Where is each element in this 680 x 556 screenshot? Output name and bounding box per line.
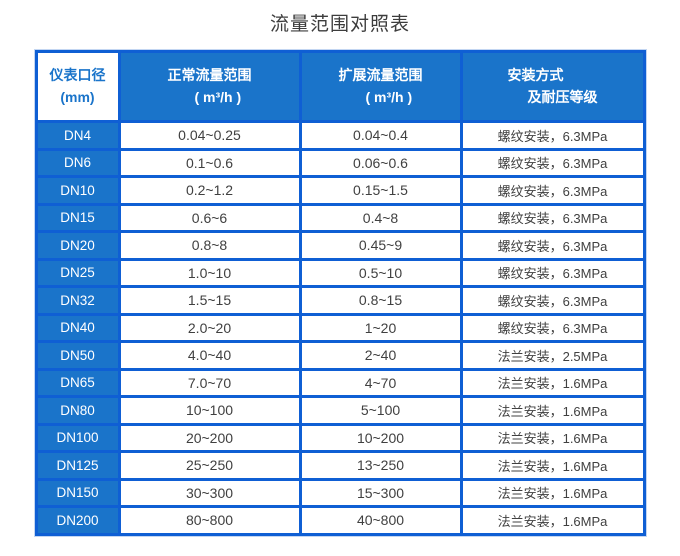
header-cell-normal-flow-range: 正常流量范围 ( m³/h ): [120, 53, 299, 120]
table-row: DN100 20~200 10~200 法兰安装，1.6MPa: [37, 425, 643, 450]
cell-installation: 法兰安装，1.6MPa: [462, 398, 643, 423]
cell-extended-range: 0.06~0.6: [301, 150, 460, 175]
cell-diameter: DN200: [37, 508, 118, 533]
cell-extended-range: 0.04~0.4: [301, 123, 460, 148]
cell-normal-range: 4.0~40: [120, 343, 299, 368]
table-row: DN50 4.0~40 2~40 法兰安装，2.5MPa: [37, 343, 643, 368]
cell-extended-range: 0.5~10: [301, 260, 460, 285]
table-row: DN4 0.04~0.25 0.04~0.4 螺纹安装，6.3MPa: [37, 123, 643, 148]
cell-normal-range: 0.6~6: [120, 205, 299, 230]
cell-extended-range: 0.4~8: [301, 205, 460, 230]
cell-normal-range: 1.5~15: [120, 288, 299, 313]
cell-diameter: DN80: [37, 398, 118, 423]
page-title: 流量范围对照表: [269, 14, 410, 35]
flow-range-table: 仪表口径 (mm) 正常流量范围 ( m³/h ) 扩展流量范围 ( m³/h …: [34, 50, 646, 536]
cell-installation: 螺纹安装，6.3MPa: [462, 205, 643, 230]
cell-normal-range: 1.0~10: [120, 260, 299, 285]
cell-diameter: DN15: [37, 205, 118, 230]
table-row: DN40 2.0~20 1~20 螺纹安装，6.3MPa: [37, 315, 643, 340]
cell-extended-range: 0.8~15: [301, 288, 460, 313]
table-row: DN25 1.0~10 0.5~10 螺纹安装，6.3MPa: [37, 260, 643, 285]
cell-extended-range: 10~200: [301, 425, 460, 450]
table-row: DN65 7.0~70 4~70 法兰安装，1.6MPa: [37, 370, 643, 395]
cell-installation: 螺纹安装，6.3MPa: [462, 123, 643, 148]
cell-installation: 法兰安装，2.5MPa: [462, 343, 643, 368]
table-row: DN6 0.1~0.6 0.06~0.6 螺纹安装，6.3MPa: [37, 150, 643, 175]
header-unit: ( m³/h ): [365, 88, 413, 105]
table-row: DN20 0.8~8 0.45~9 螺纹安装，6.3MPa: [37, 233, 643, 258]
cell-diameter: DN40: [37, 315, 118, 340]
cell-installation: 螺纹安装，6.3MPa: [462, 150, 643, 175]
page: 流量范围对照表 仪表口径 (mm) 正常流量范围 ( m³/h ) 扩展流量范围…: [0, 9, 680, 536]
cell-normal-range: 7.0~70: [120, 370, 299, 395]
cell-extended-range: 40~800: [301, 508, 460, 533]
cell-diameter: DN150: [37, 480, 118, 505]
cell-normal-range: 20~200: [120, 425, 299, 450]
cell-extended-range: 1~20: [301, 315, 460, 340]
header-unit: (mm): [60, 88, 95, 105]
cell-normal-range: 10~100: [120, 398, 299, 423]
table-row: DN15 0.6~6 0.4~8 螺纹安装，6.3MPa: [37, 205, 643, 230]
cell-diameter: DN20: [37, 233, 118, 258]
header-cell-installation-pressure: 安装方式 及耐压等级: [462, 53, 643, 120]
cell-normal-range: 25~250: [120, 453, 299, 478]
cell-extended-range: 0.15~1.5: [301, 178, 460, 203]
cell-installation: 螺纹安装，6.3MPa: [462, 288, 643, 313]
cell-installation: 法兰安装，1.6MPa: [462, 480, 643, 505]
table-row: DN10 0.2~1.2 0.15~1.5 螺纹安装，6.3MPa: [37, 178, 643, 203]
cell-installation: 螺纹安装，6.3MPa: [462, 260, 643, 285]
cell-installation: 螺纹安装，6.3MPa: [462, 233, 643, 258]
cell-diameter: DN25: [37, 260, 118, 285]
cell-installation: 法兰安装，1.6MPa: [462, 425, 643, 450]
header-label: 安装方式: [507, 66, 564, 83]
cell-normal-range: 80~800: [120, 508, 299, 533]
header-unit: ( m³/h ): [194, 88, 242, 105]
cell-diameter: DN100: [37, 425, 118, 450]
table-header-row: 仪表口径 (mm) 正常流量范围 ( m³/h ) 扩展流量范围 ( m³/h …: [37, 53, 643, 120]
cell-installation: 螺纹安装，6.3MPa: [462, 315, 643, 340]
header-label: 正常流量范围: [167, 66, 252, 83]
header-cell-meter-diameter: 仪表口径 (mm): [37, 53, 118, 120]
cell-normal-range: 30~300: [120, 480, 299, 505]
cell-extended-range: 5~100: [301, 398, 460, 423]
cell-installation: 法兰安装，1.6MPa: [462, 370, 643, 395]
cell-diameter: DN32: [37, 288, 118, 313]
cell-diameter: DN10: [37, 178, 118, 203]
header-cell-extended-flow-range: 扩展流量范围 ( m³/h ): [301, 53, 460, 120]
cell-normal-range: 0.8~8: [120, 233, 299, 258]
cell-extended-range: 0.45~9: [301, 233, 460, 258]
cell-diameter: DN6: [37, 150, 118, 175]
cell-extended-range: 15~300: [301, 480, 460, 505]
cell-normal-range: 2.0~20: [120, 315, 299, 340]
header-label: 仪表口径: [49, 66, 106, 83]
cell-diameter: DN50: [37, 343, 118, 368]
cell-diameter: DN65: [37, 370, 118, 395]
header-label-2: 及耐压等级: [527, 88, 598, 105]
table-row: DN125 25~250 13~250 法兰安装，1.6MPa: [37, 453, 643, 478]
table-row: DN150 30~300 15~300 法兰安装，1.6MPa: [37, 480, 643, 505]
cell-extended-range: 13~250: [301, 453, 460, 478]
cell-diameter: DN125: [37, 453, 118, 478]
table-row: DN80 10~100 5~100 法兰安装，1.6MPa: [37, 398, 643, 423]
table-row: DN32 1.5~15 0.8~15 螺纹安装，6.3MPa: [37, 288, 643, 313]
header-label: 扩展流量范围: [338, 66, 423, 83]
cell-installation: 螺纹安装，6.3MPa: [462, 178, 643, 203]
cell-diameter: DN4: [37, 123, 118, 148]
cell-normal-range: 0.2~1.2: [120, 178, 299, 203]
cell-normal-range: 0.04~0.25: [120, 123, 299, 148]
cell-extended-range: 2~40: [301, 343, 460, 368]
cell-normal-range: 0.1~0.6: [120, 150, 299, 175]
cell-extended-range: 4~70: [301, 370, 460, 395]
cell-installation: 法兰安装，1.6MPa: [462, 453, 643, 478]
table-row: DN200 80~800 40~800 法兰安装，1.6MPa: [37, 508, 643, 533]
cell-installation: 法兰安装，1.6MPa: [462, 508, 643, 533]
